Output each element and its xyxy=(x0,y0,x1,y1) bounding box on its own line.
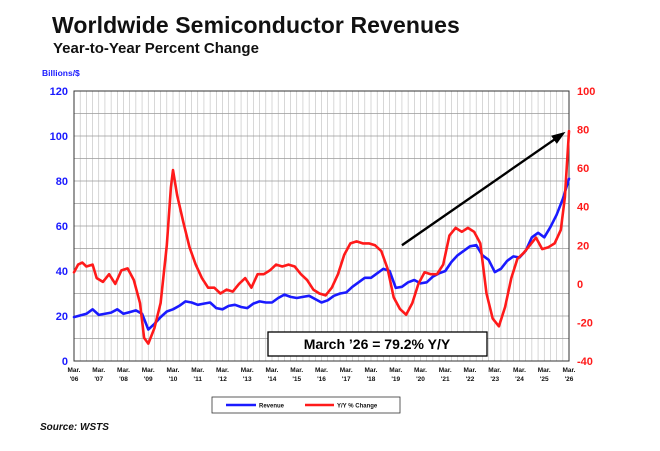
left-axis-tick-label: 20 xyxy=(56,311,68,323)
x-axis-tick-year: '13 xyxy=(243,376,252,383)
left-axis-tick-label: 80 xyxy=(56,176,68,188)
x-axis-tick-month: Mar. xyxy=(340,367,353,374)
x-axis-tick-year: '17 xyxy=(342,376,351,383)
x-axis-tick-year: '23 xyxy=(490,376,499,383)
x-axis-tick-month: Mar. xyxy=(265,367,278,374)
x-axis-tick-year: '08 xyxy=(119,376,128,383)
x-axis-tick-month: Mar. xyxy=(191,367,204,374)
left-axis-tick-label: 60 xyxy=(56,221,68,233)
x-axis-tick-month: Mar. xyxy=(463,367,476,374)
legend-revenue-label: Revenue xyxy=(259,404,285,410)
x-axis-tick-month: Mar. xyxy=(538,367,551,374)
legend: Revenue Y/Y % Change xyxy=(211,396,401,414)
x-axis-tick-year: '20 xyxy=(416,376,425,383)
plot-border xyxy=(73,90,570,362)
x-axis-tick-month: Mar. xyxy=(166,367,179,374)
x-axis-tick-month: Mar. xyxy=(389,367,402,374)
chart-subtitle: Year-to-Year Percent Change xyxy=(53,40,259,57)
right-axis-tick-label: 100 xyxy=(577,86,595,98)
x-axis-tick-year: '09 xyxy=(144,376,153,383)
right-axis-tick-label: 20 xyxy=(577,240,589,252)
x-axis-tick-year: '11 xyxy=(194,376,203,383)
x-axis-tick-month: Mar. xyxy=(92,367,105,374)
annotation-box xyxy=(267,331,488,357)
x-axis-tick-month: Mar. xyxy=(562,367,575,374)
x-axis-tick-month: Mar. xyxy=(315,367,328,374)
x-axis-tick-month: Mar. xyxy=(439,367,452,374)
x-axis-tick-year: '12 xyxy=(218,376,227,383)
right-axis-tick-label: -40 xyxy=(577,356,593,368)
grid xyxy=(74,91,569,361)
right-axis-tick-label: -20 xyxy=(577,317,593,329)
right-axis-tick-label: 80 xyxy=(577,125,589,137)
x-axis-tick-month: Mar. xyxy=(488,367,501,374)
axes: 0 20 40 60 80 100 120 Billions/$ -40 -20 0 20 40 60 80… xyxy=(42,68,595,383)
series-lines xyxy=(72,129,571,345)
x-axis-tick-month: Mar. xyxy=(290,367,303,374)
legend-yoy-label: Y/Y % Change xyxy=(337,404,378,410)
plot-frame xyxy=(73,90,570,362)
chart-title: Worldwide Semiconductor Revenues xyxy=(52,12,460,38)
x-axis-tick-month: Mar. xyxy=(142,367,155,374)
annotation: March ’26 = 79.2% Y/Y xyxy=(267,131,566,357)
x-axis-tick-month: Mar. xyxy=(364,367,377,374)
x-axis-tick-month: Mar. xyxy=(513,367,526,374)
right-axis-tick-label: 0 xyxy=(577,279,583,291)
left-axis-tick-label: 100 xyxy=(50,131,68,143)
x-axis-tick-year: '26 xyxy=(565,376,574,383)
x-axis-tick-month: Mar. xyxy=(67,367,80,374)
x-axis-tick-year: '22 xyxy=(466,376,475,383)
x-axis-tick-year: '24 xyxy=(515,376,524,383)
source-note: Source: WSTS xyxy=(40,422,109,433)
yoy-change-series-line xyxy=(72,129,571,345)
x-axis-tick-year: '15 xyxy=(292,376,301,383)
revenue-series-line xyxy=(72,177,571,331)
right-axis-tick-label: 40 xyxy=(577,202,589,214)
x-axis-tick-month: Mar. xyxy=(117,367,130,374)
x-axis-tick-year: '14 xyxy=(268,376,277,383)
left-axis-tick-label: 0 xyxy=(62,356,68,368)
annotation-text: March ’26 = 79.2% Y/Y xyxy=(304,336,451,352)
left-axis-tick-label: 40 xyxy=(56,266,68,278)
x-axis-tick-month: Mar. xyxy=(216,367,229,374)
x-axis-tick-year: '10 xyxy=(169,376,178,383)
x-axis-tick-year: '19 xyxy=(391,376,400,383)
x-axis-tick-year: '21 xyxy=(441,376,450,383)
x-axis-tick-year: '07 xyxy=(94,376,103,383)
x-axis-tick-month: Mar. xyxy=(414,367,427,374)
annotation-arrow-line xyxy=(401,132,564,247)
x-axis-tick-year: '16 xyxy=(317,376,326,383)
x-axis-tick-month: Mar. xyxy=(241,367,254,374)
x-axis-tick-year: '06 xyxy=(70,376,79,383)
right-axis-tick-label: 60 xyxy=(577,163,589,175)
annotation-arrow-head xyxy=(551,131,566,144)
left-axis-tick-label: 120 xyxy=(50,86,68,98)
left-axis-label: Billions/$ xyxy=(42,68,80,78)
x-axis-tick-year: '18 xyxy=(367,376,376,383)
x-axis-tick-year: '25 xyxy=(540,376,549,383)
